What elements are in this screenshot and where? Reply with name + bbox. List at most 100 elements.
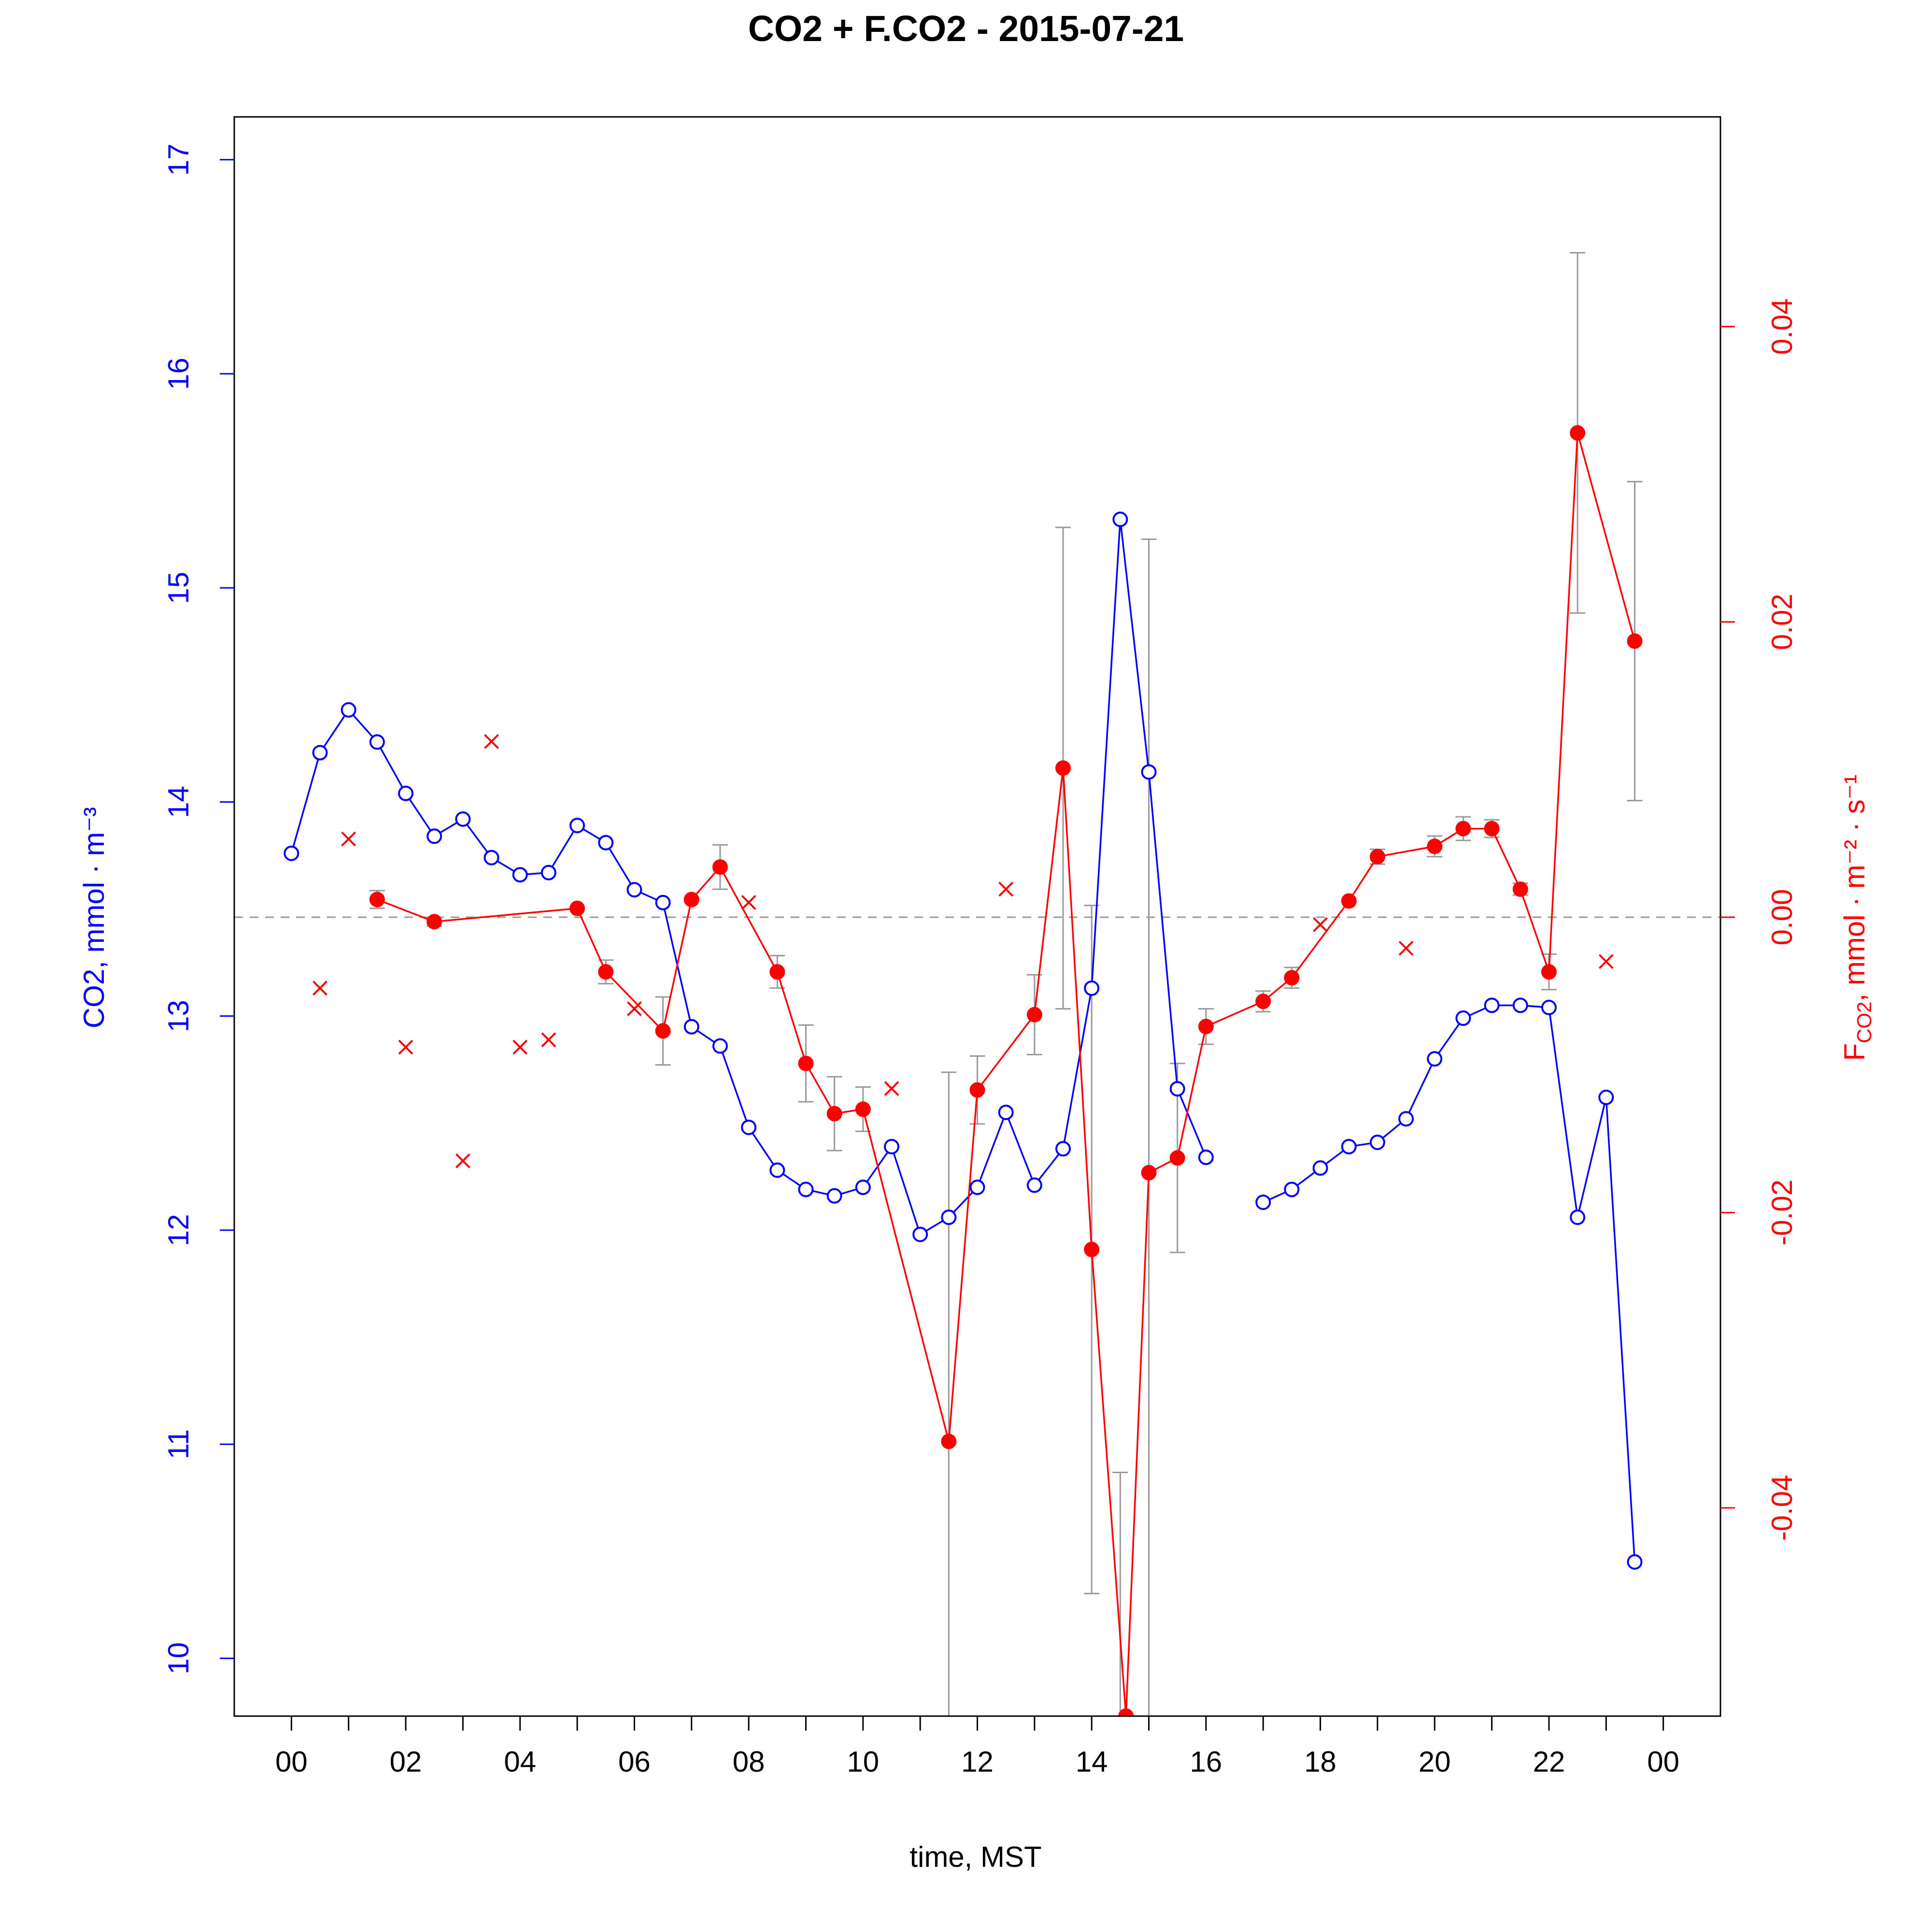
co2-point-30 — [1141, 764, 1157, 780]
flux-point-0 — [369, 892, 385, 908]
x-tick-label-6: 12 — [961, 1746, 994, 1778]
flux-point-22 — [1341, 893, 1357, 909]
co2-point-28 — [1084, 980, 1100, 996]
cross-stroke-b — [998, 881, 1014, 897]
co2-point-7 — [483, 850, 499, 866]
x-tick-label-1: 02 — [390, 1746, 422, 1778]
co2-point-29 — [1112, 511, 1128, 527]
co2-point-16 — [741, 1120, 757, 1136]
y-axis-label-left: CO2, mmol · m⁻³ — [78, 807, 110, 1028]
flux-excluded-point-3 — [455, 1153, 470, 1168]
flux-point-19 — [1198, 1019, 1214, 1035]
flux-point-26 — [1484, 821, 1500, 837]
co2-point-5 — [426, 828, 442, 844]
flux-excluded-point-1 — [341, 831, 356, 847]
flux-excluded-point-11 — [1313, 917, 1328, 932]
flux-point-11 — [941, 1434, 957, 1449]
flux-excluded-point-10 — [998, 881, 1014, 897]
co2-point-10 — [569, 818, 585, 834]
flux-excluded-point-0 — [313, 980, 327, 996]
cross-stroke-b — [541, 1032, 556, 1048]
co2-point-36 — [1341, 1138, 1357, 1154]
flux-point-29 — [1570, 425, 1586, 441]
cross-stroke-b — [1398, 940, 1414, 956]
co2-point-25 — [998, 1105, 1014, 1121]
flux-point-3 — [598, 964, 614, 980]
flux-point-4 — [655, 1023, 671, 1039]
y-right-tick-label-2: 0.00 — [1766, 889, 1798, 946]
y-right-tick-label-3: 0.02 — [1766, 594, 1798, 650]
co2-point-34 — [1284, 1181, 1300, 1197]
flux-point-28 — [1541, 964, 1557, 980]
x-tick-label-9: 18 — [1304, 1746, 1336, 1778]
error-bar-14 — [1112, 1472, 1128, 1716]
co2-point-42 — [1512, 997, 1528, 1013]
x-tick-label-0: 00 — [275, 1746, 308, 1778]
y-axis-label-right-sub: CO2 — [1853, 1001, 1875, 1043]
flux-point-20 — [1255, 994, 1271, 1009]
x-tick-label-12: 00 — [1647, 1746, 1679, 1778]
co2-point-24 — [969, 1179, 985, 1195]
flux-point-16 — [1118, 1708, 1134, 1716]
flux-point-2 — [569, 900, 585, 916]
co2-point-4 — [398, 785, 414, 801]
flux-point-25 — [1455, 821, 1471, 837]
cross-stroke-b — [1598, 954, 1614, 969]
co2-point-17 — [769, 1162, 785, 1178]
co2-point-41 — [1484, 997, 1500, 1013]
cross-stroke-b — [398, 1039, 413, 1055]
co2-point-23 — [941, 1209, 957, 1225]
co2-point-13 — [655, 895, 671, 910]
x-tick-label-10: 20 — [1419, 1746, 1451, 1778]
flux-point-18 — [1169, 1150, 1185, 1166]
co2-point-31 — [1169, 1081, 1185, 1097]
co2-point-46 — [1627, 1554, 1643, 1570]
y-axis-label-right-rest: , mmol · m⁻² · s⁻¹ — [1838, 775, 1871, 1002]
co2-point-27 — [1055, 1141, 1071, 1157]
x-tick-label-4: 08 — [733, 1746, 765, 1778]
cross-stroke-b — [341, 831, 356, 847]
y-right-tick-label-1: -0.02 — [1766, 1179, 1798, 1246]
y-axis-label-right: FCO2, mmol · m⁻² · s⁻¹ — [1838, 775, 1875, 1061]
co2-point-39 — [1427, 1051, 1443, 1067]
flux-point-23 — [1369, 849, 1385, 865]
y-right-tick-label-4: 0.04 — [1766, 298, 1798, 355]
y-left-tick-label-0: 10 — [162, 1642, 195, 1675]
co2-point-38 — [1398, 1111, 1414, 1127]
chart-title: CO2 + F.CO2 - 2015-07-21 — [748, 8, 1184, 49]
flux-excluded-point-7 — [627, 1001, 642, 1016]
flux-excluded-point-9 — [884, 1081, 899, 1096]
y-right-tick-label-0: -0.04 — [1766, 1475, 1798, 1541]
flux-point-30 — [1627, 633, 1643, 649]
flux-excluded-point-6 — [541, 1032, 556, 1048]
x-tick-label-5: 10 — [847, 1746, 879, 1778]
co2-point-37 — [1369, 1135, 1385, 1151]
cross-stroke-b — [884, 1081, 899, 1096]
y-left-tick-label-3: 13 — [162, 1000, 195, 1032]
flux-point-7 — [769, 964, 785, 980]
co2-point-33 — [1255, 1194, 1271, 1210]
co2-point-43 — [1541, 999, 1557, 1015]
y-left-tick-label-1: 11 — [162, 1429, 195, 1459]
y-left-tick-label-7: 17 — [162, 143, 195, 176]
x-axis-label: time, MST — [909, 1841, 1041, 1873]
co2-point-3 — [369, 734, 385, 750]
co2-point-40 — [1455, 1010, 1471, 1026]
co2-point-35 — [1312, 1160, 1328, 1176]
co2-point-21 — [883, 1138, 899, 1154]
cross-stroke-b — [484, 734, 499, 749]
y-left-tick-label-4: 14 — [162, 786, 195, 818]
cross-stroke-b — [455, 1153, 470, 1168]
cross-stroke-b — [512, 1039, 528, 1055]
co2-point-19 — [826, 1188, 842, 1204]
flux-point-8 — [798, 1055, 814, 1071]
flux-point-17 — [1141, 1165, 1157, 1180]
x-tick-label-8: 16 — [1190, 1746, 1222, 1778]
flux-excluded-point-12 — [1398, 940, 1414, 956]
flux-point-1 — [426, 914, 442, 930]
x-tick-label-2: 04 — [504, 1746, 536, 1778]
co2-point-22 — [912, 1226, 928, 1242]
co2-point-9 — [540, 865, 556, 881]
flux-point-21 — [1284, 970, 1300, 986]
flux-point-27 — [1512, 881, 1528, 897]
